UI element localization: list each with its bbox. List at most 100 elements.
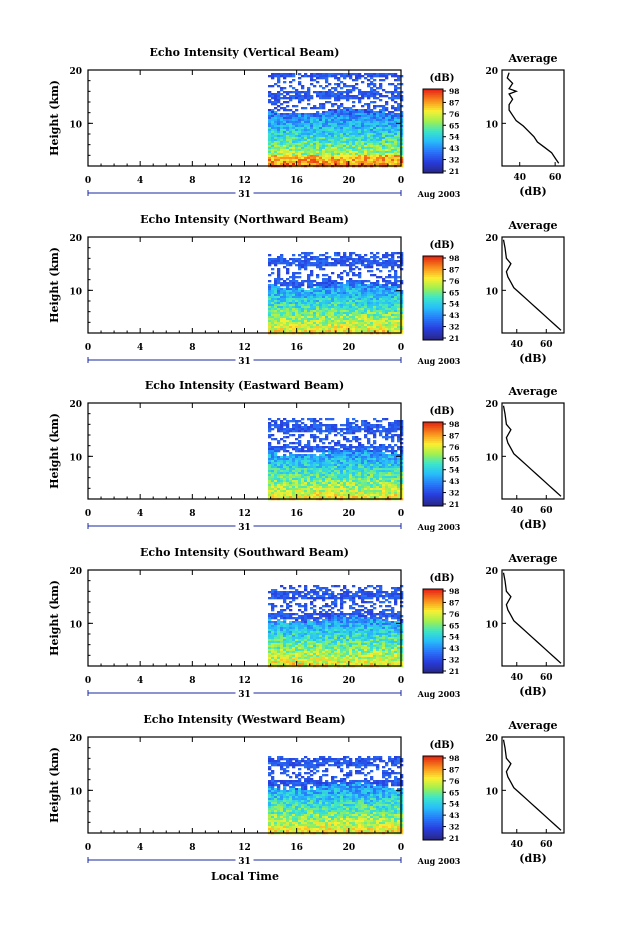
heatmap-cell (391, 145, 394, 147)
heatmap-cell (304, 93, 307, 95)
heatmap-cell (283, 133, 286, 135)
heatmap-cell (310, 270, 313, 272)
heatmap-cell (394, 306, 397, 308)
heatmap-cell (394, 492, 397, 494)
colorbar-tick-label: 32 (449, 323, 459, 332)
heatmap-cell (355, 310, 358, 312)
heatmap-cell (337, 276, 340, 278)
heatmap-cell (370, 496, 373, 498)
heatmap-cell (322, 141, 325, 143)
heatmap-cell (310, 296, 313, 298)
profile-title: Average (507, 219, 557, 232)
heatmap-cell (316, 143, 319, 145)
heatmap-cell (370, 314, 373, 316)
heatmap-cell (370, 318, 373, 320)
heatmap-cell (349, 292, 352, 294)
heatmap-cell (355, 424, 358, 426)
heatmap-cell (391, 159, 394, 161)
heatmap-cell (355, 139, 358, 141)
heatmap-cell (289, 294, 292, 296)
heatmap-cell (286, 468, 289, 470)
heatmap-cell (352, 446, 355, 448)
heatmap-cell (367, 117, 370, 119)
heatmap-cell (352, 155, 355, 157)
heatmap-cell (337, 107, 340, 109)
heatmap-cell (391, 476, 394, 478)
heatmap-cell (277, 484, 280, 486)
heatmap-cell (307, 294, 310, 296)
heatmap-cell (310, 115, 313, 117)
heatmap-cell (340, 157, 343, 159)
heatmap-cell (322, 117, 325, 119)
heatmap-cell (355, 163, 358, 165)
heatmap-cell (280, 326, 283, 328)
heatmap-cell (277, 157, 280, 159)
heatmap-cell (331, 490, 334, 492)
heatmap-cell (325, 159, 328, 161)
heatmap-cell (382, 314, 385, 316)
heatmap-cell (286, 270, 289, 272)
heatmap-cell (283, 151, 286, 153)
heatmap-cell (379, 324, 382, 326)
heatmap-cell (295, 91, 298, 93)
heatmap-cell (352, 97, 355, 99)
heatmap-cell (397, 266, 400, 268)
heatmap-cell (391, 310, 394, 312)
heatmap-cell (349, 468, 352, 470)
heatmap-cell (373, 93, 376, 95)
heatmap-cell (313, 480, 316, 482)
heatmap-cell (391, 266, 394, 268)
heatmap-cell (319, 426, 322, 428)
heatmap-cell (307, 466, 310, 468)
heatmap-cell (370, 121, 373, 123)
colorbar-tick-label: 43 (449, 144, 459, 153)
heatmap-cell (382, 472, 385, 474)
heatmap-cell (298, 137, 301, 139)
heatmap-cell (352, 318, 355, 320)
heatmap-cell (268, 308, 271, 310)
heatmap-cell (370, 286, 373, 288)
heatmap-cell (271, 290, 274, 292)
heatmap-cell (331, 141, 334, 143)
heatmap-cell (304, 157, 307, 159)
heatmap-cell (277, 274, 280, 276)
heatmap-cell (349, 91, 352, 93)
heatmap-cell (367, 145, 370, 147)
heatmap-cell (346, 482, 349, 484)
heatmap-cell (397, 135, 400, 137)
heatmap-cell (322, 151, 325, 153)
heatmap-cell (307, 314, 310, 316)
heatmap-cell (268, 494, 271, 496)
heatmap-cell (277, 292, 280, 294)
heatmap-cell (319, 316, 322, 318)
heatmap-cell (358, 426, 361, 428)
heatmap-cell (379, 109, 382, 111)
heatmap-cell (394, 482, 397, 484)
heatmap-cell (292, 482, 295, 484)
heatmap-cell (301, 87, 304, 89)
heatmap-cell (295, 442, 298, 444)
heatmap-cell (334, 480, 337, 482)
heatmap-cell (316, 490, 319, 492)
heatmap-cell (295, 318, 298, 320)
heatmap-cell (304, 75, 307, 77)
heatmap-cell (313, 446, 316, 448)
heatmap-cell (316, 159, 319, 161)
heatmap-cell (280, 290, 283, 292)
heatmap-cell (382, 484, 385, 486)
heatmap-cell (379, 316, 382, 318)
heatmap-cell (385, 486, 388, 488)
heatmap-cell (385, 288, 388, 290)
heatmap-cell (337, 127, 340, 129)
heatmap-cell (292, 442, 295, 444)
heatmap-cell (340, 135, 343, 137)
heatmap-cell (346, 478, 349, 480)
heatmap-cell (394, 490, 397, 492)
heatmap-cell (376, 308, 379, 310)
heatmap-cell (343, 478, 346, 480)
heatmap-cell (319, 312, 322, 314)
colorbar-tick-label: 54 (449, 300, 459, 309)
heatmap-cell (277, 310, 280, 312)
heatmap-cell (304, 464, 307, 466)
heatmap-cell (370, 89, 373, 91)
